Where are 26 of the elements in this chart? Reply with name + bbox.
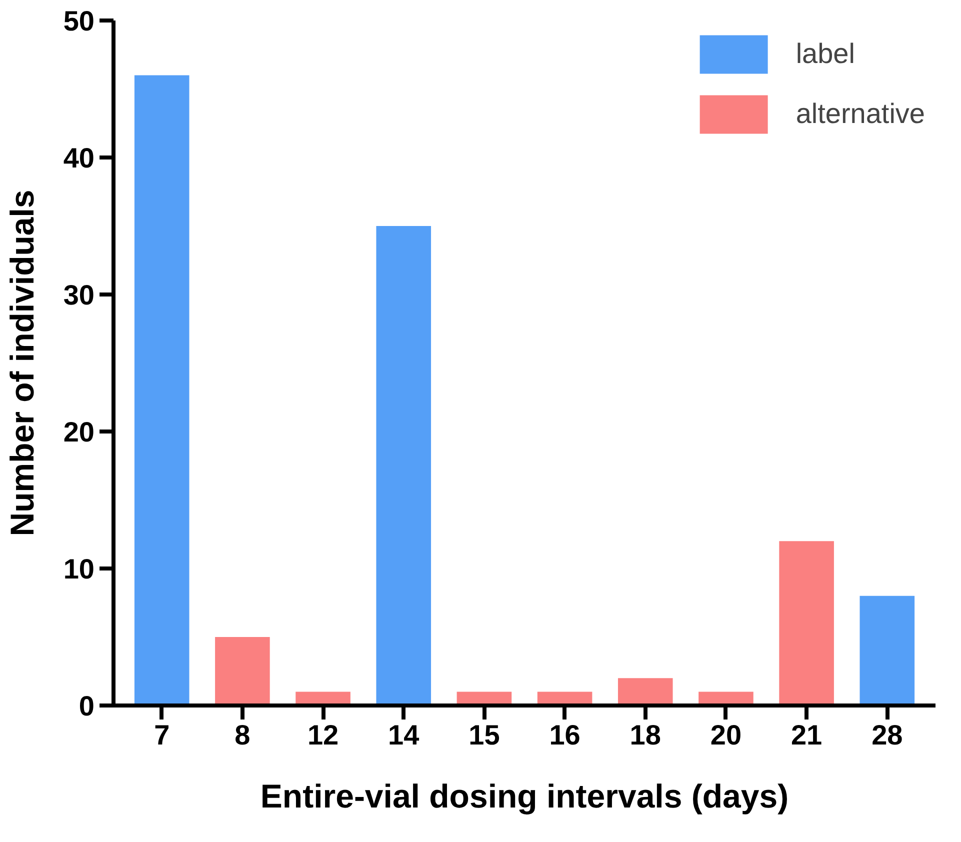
- y-axis-title: Number of individuals: [3, 190, 40, 536]
- legend-label: alternative: [796, 98, 925, 130]
- y-tick-label: 0: [78, 690, 95, 722]
- bar: [134, 75, 190, 706]
- bar: [376, 226, 432, 706]
- bar: [779, 541, 834, 706]
- x-tick-label: 16: [549, 720, 580, 750]
- x-tick-label: 15: [468, 720, 500, 750]
- y-tick-label: 40: [63, 142, 95, 174]
- x-tick-label: 8: [234, 720, 250, 750]
- y-tick-label: 10: [63, 554, 95, 584]
- x-tick-label: 18: [630, 720, 661, 750]
- bar: [215, 637, 270, 706]
- x-tick-label: 28: [872, 720, 903, 750]
- x-tick-label: 21: [790, 720, 822, 750]
- legend-label: label: [796, 38, 855, 70]
- y-tick-label: 20: [63, 416, 95, 448]
- y-tick-label: 50: [63, 6, 95, 36]
- x-tick-label: 12: [307, 720, 339, 750]
- bar: [860, 596, 915, 706]
- bar: [618, 678, 673, 706]
- x-axis-title: Entire-vial dosing intervals (days): [260, 778, 789, 814]
- x-tick-label: 7: [154, 720, 170, 750]
- y-tick-label: 30: [63, 280, 95, 310]
- x-tick-label: 20: [710, 720, 742, 750]
- x-tick-label: 14: [388, 720, 420, 750]
